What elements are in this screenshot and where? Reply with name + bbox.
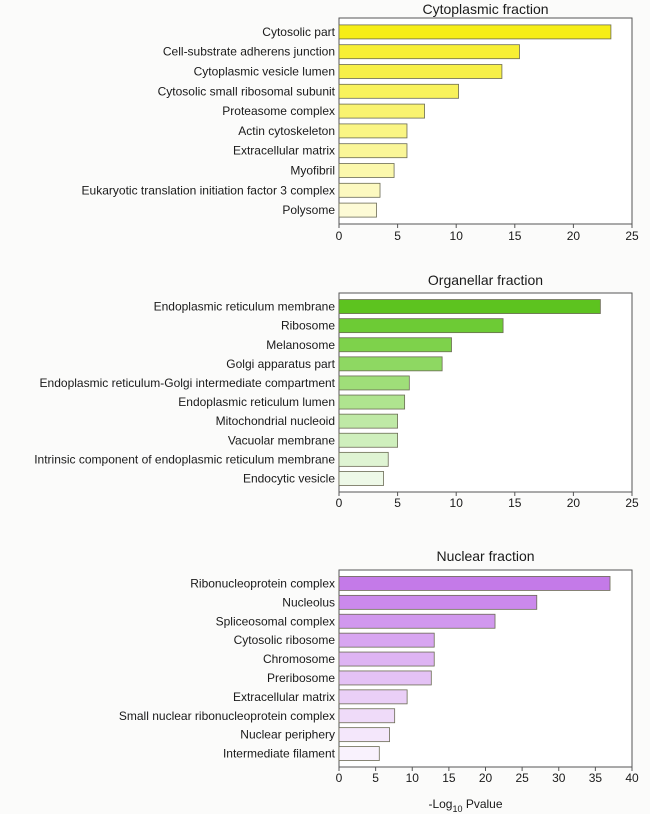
bar [338, 337, 452, 353]
bar [338, 394, 406, 410]
x-tick-label: 10 [450, 496, 464, 510]
category-label: Endoplasmic reticulum lumen [178, 395, 335, 409]
x-tick-label: 5 [372, 771, 379, 785]
bar [338, 103, 425, 119]
bar [338, 651, 435, 667]
chart-title: Organellar fraction [428, 272, 543, 288]
category-label: Nuclear periphery [240, 728, 335, 742]
bar [338, 163, 395, 178]
bar [338, 670, 432, 686]
category-label: Ribonucleoprotein complex [190, 576, 335, 590]
bar [338, 613, 496, 629]
category-label: Vacuolar membrane [228, 433, 335, 447]
x-tick-label: 35 [589, 771, 603, 785]
bar [338, 318, 504, 334]
bar [338, 727, 390, 743]
category-label: Extracellular matrix [233, 144, 335, 158]
x-tick-label: 20 [567, 229, 581, 243]
category-label: Myofibril [290, 164, 335, 178]
chart-panel-1: Cytoplasmic fraction Cytosolic part Cell-s… [82, 1, 639, 243]
bar [338, 299, 601, 314]
x-tick-label: 0 [336, 771, 343, 785]
category-label: Intermediate filament [223, 747, 336, 761]
category-label: Mitochondrial nucleoid [216, 414, 335, 428]
bar [338, 576, 611, 591]
category-label: Small nuclear ribonucleoprotein complex [119, 709, 335, 723]
bar [338, 594, 538, 610]
category-label: Melanosome [266, 338, 335, 352]
category-label: Cell-substrate adherens junction [163, 45, 335, 59]
bar [338, 356, 443, 372]
bar [338, 44, 520, 60]
x-tick-label: 25 [625, 229, 639, 243]
bar [338, 64, 503, 79]
category-label: Actin cytoskeleton [238, 124, 335, 138]
x-tick-label: 25 [515, 771, 529, 785]
category-label: Preribosome [267, 671, 335, 685]
x-tick-label: 10 [450, 229, 464, 243]
category-label: Eukaryotic translation initiation factor… [82, 183, 335, 197]
category-label: Chromosome [263, 652, 335, 666]
category-label: Cytoplasmic vesicle lumen [194, 65, 335, 79]
category-label: Endocytic vesicle [243, 471, 335, 485]
chart-panel-2: Organellar fraction Endoplasmic reticulum… [34, 272, 639, 510]
bar [338, 689, 408, 705]
bar [338, 123, 408, 139]
category-label: Intrinsic component of endoplasmic retic… [34, 452, 335, 466]
category-label: Nucleolus [282, 595, 335, 609]
bar [338, 83, 459, 99]
bar [338, 451, 389, 467]
category-label: Golgi apparatus part [226, 357, 335, 371]
category-label: Spliceosomal complex [216, 614, 335, 628]
x-tick-label: 10 [406, 771, 420, 785]
x-tick-label: 25 [625, 496, 639, 510]
x-tick-label: 20 [479, 771, 493, 785]
x-tick-label: 15 [442, 771, 456, 785]
bar [338, 24, 612, 40]
x-tick-label: 15 [508, 229, 522, 243]
category-label: Cytosolic part [262, 25, 335, 39]
x-tick-label: 0 [336, 496, 343, 510]
bar [338, 143, 408, 159]
category-label: Proteasome complex [222, 104, 335, 118]
category-label: Ribosome [281, 319, 335, 333]
chart-title: Nuclear fraction [436, 548, 534, 564]
category-label: Endoplasmic reticulum-Golgi intermediate… [40, 376, 336, 390]
chart-panel-3: Nuclear fraction Ribonucleoprotein comple… [119, 548, 639, 814]
bar [338, 432, 398, 448]
bar [338, 632, 435, 648]
bar [338, 202, 377, 218]
x-tick-label: 40 [625, 771, 639, 785]
x-tick-label: 5 [394, 229, 401, 243]
bar [338, 182, 381, 198]
x-tick-label: 15 [508, 496, 522, 510]
x-tick-label: 0 [336, 229, 343, 243]
x-tick-label: 5 [394, 496, 401, 510]
x-tick-label: 30 [552, 771, 566, 785]
category-label: Endoplasmic reticulum membrane [154, 300, 336, 314]
chart-title: Cytoplasmic fraction [422, 1, 548, 17]
bar [338, 746, 380, 761]
category-label: Extracellular matrix [233, 690, 335, 704]
category-label: Cytosolic small ribosomal subunit [158, 84, 336, 98]
x-tick-label: 20 [567, 496, 581, 510]
bar [338, 375, 410, 391]
category-label: Polysome [282, 203, 335, 217]
x-axis-label: -Log10 Pvalue [428, 797, 502, 814]
category-label: Cytosolic ribosome [234, 633, 336, 647]
bar [338, 471, 384, 486]
bar [338, 708, 396, 724]
bar [338, 413, 398, 429]
